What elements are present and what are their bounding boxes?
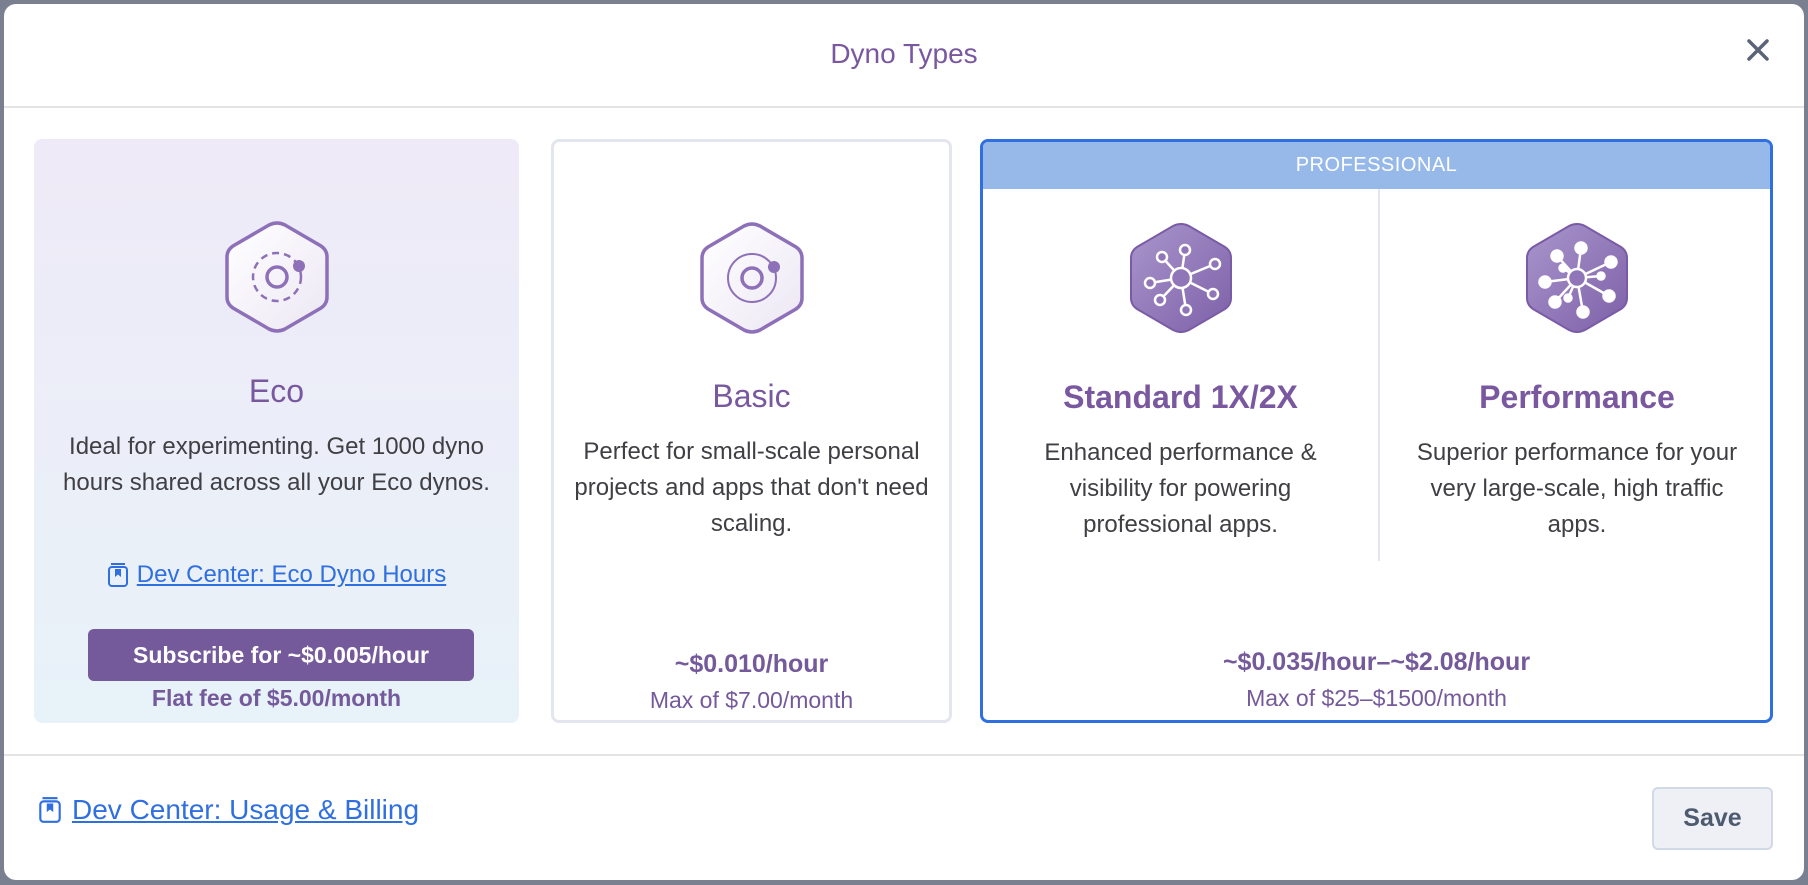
basic-dyno-card[interactable]: Basic Perfect for small-scale personal p… (551, 139, 952, 723)
eco-dyno-card[interactable]: Eco Ideal for experimenting. Get 1000 dy… (34, 139, 519, 723)
basic-price-note: Max of $7.00/month (649, 687, 854, 713)
basic-title: Basic (712, 378, 791, 414)
close-icon (1747, 39, 1769, 61)
standard-dyno-network-icon (1125, 220, 1237, 336)
subscribe-eco-button[interactable]: Subscribe for ~$0.005/hour (88, 629, 474, 681)
usage-billing-link-label[interactable]: Dev Center: Usage & Billing (72, 794, 420, 825)
column-divider (1378, 189, 1380, 561)
modal-header: Dyno Types (4, 4, 1804, 108)
professional-dyno-card[interactable]: PROFESSIONAL (980, 139, 1773, 723)
usage-billing-link[interactable]: Dev Center: Usage & Billing (38, 794, 419, 826)
book-icon (39, 797, 61, 823)
performance-dyno-network-icon (1521, 220, 1633, 336)
footer-divider (4, 754, 1804, 756)
close-button[interactable] (1742, 34, 1774, 66)
professional-price: ~$0.035/hour–~$2.08/hour (1222, 648, 1531, 676)
performance-title: Performance (1479, 379, 1675, 415)
eco-title: Eco (248, 373, 305, 409)
dyno-types-modal: Dyno Types Eco Ideal for experimenti (4, 4, 1804, 880)
standard-dyno-column[interactable]: Standard 1X/2X Enhanced performance & vi… (983, 189, 1378, 720)
save-button[interactable]: Save (1652, 787, 1773, 850)
performance-dyno-column[interactable]: Performance Superior performance for you… (1381, 189, 1770, 720)
professional-badge: PROFESSIONAL (983, 142, 1770, 189)
standard-description: Enhanced performance & visibility for po… (1044, 439, 1317, 538)
eco-description: Ideal for experimenting. Get 1000 dyno h… (63, 433, 490, 496)
eco-price-note: Flat fee of $5.00/month (151, 685, 402, 711)
eco-dyno-hours-link[interactable]: Dev Center: Eco Dyno Hours (34, 561, 519, 589)
performance-description: Superior performance for your very large… (1416, 439, 1738, 538)
basic-dyno-hexagon-icon (696, 220, 808, 336)
eco-dyno-hexagon-icon (221, 219, 333, 335)
eco-dyno-hours-link-label[interactable]: Dev Center: Eco Dyno Hours (136, 561, 447, 588)
professional-price-note: Max of $25–$1500/month (1246, 685, 1507, 711)
book-icon (107, 563, 128, 587)
standard-title: Standard 1X/2X (1063, 379, 1298, 415)
basic-price: ~$0.010/hour (674, 650, 829, 678)
basic-description: Perfect for small-scale personal project… (574, 438, 929, 537)
modal-title: Dyno Types (830, 38, 978, 69)
